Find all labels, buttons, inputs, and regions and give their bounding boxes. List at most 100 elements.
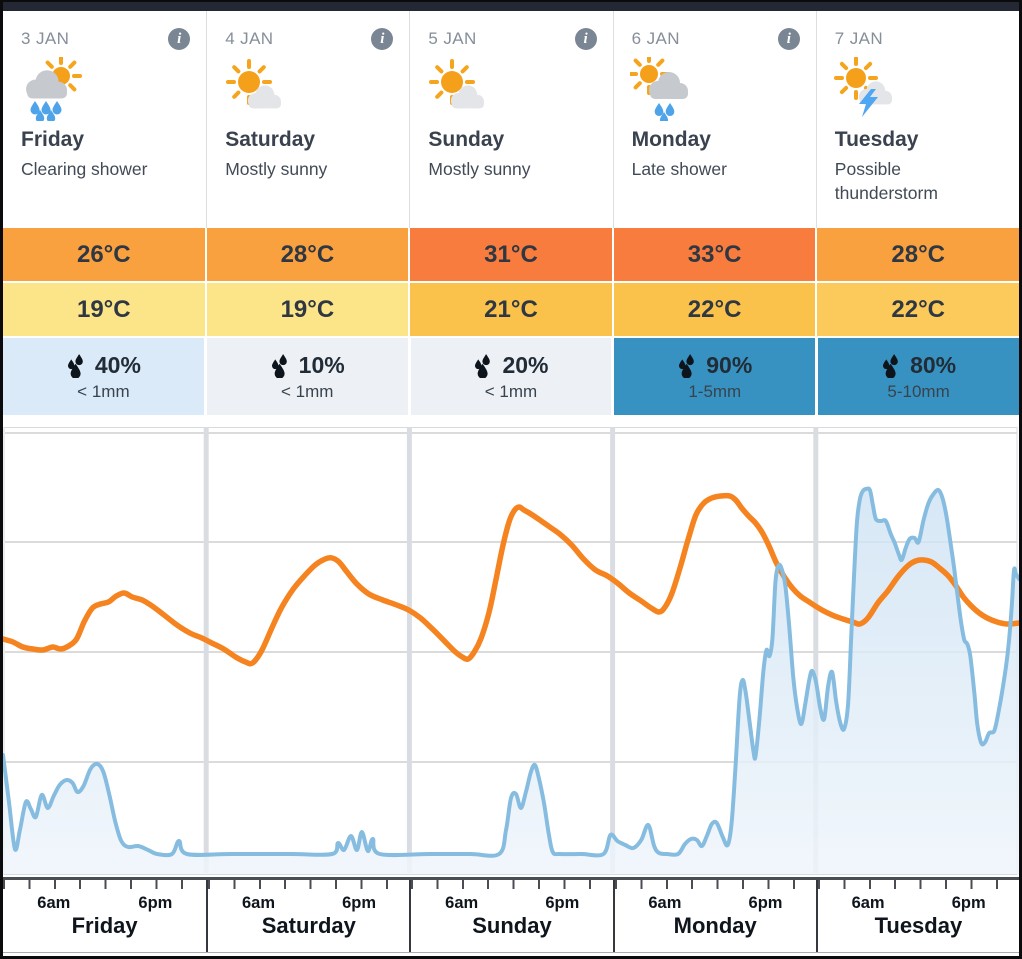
axis-day-monday: 6am 6pm Monday — [612, 880, 816, 952]
rain-cell: 20% < 1mm — [410, 338, 612, 415]
rain-chance: 90% — [706, 351, 753, 378]
low-temp-cell: 19°C — [3, 283, 205, 336]
rain-drops-icon — [881, 353, 902, 378]
rain-chance: 20% — [502, 351, 549, 378]
rain-probability-line — [3, 486, 1019, 858]
rain-amount: 5-10mm — [887, 381, 950, 401]
rain-drops-icon — [473, 353, 494, 378]
day-name: Friday — [21, 128, 85, 151]
axis-day-label: Saturday — [261, 913, 356, 938]
top-accent-bar — [3, 2, 1019, 11]
time-label-6pm: 6pm — [951, 894, 986, 912]
tick-marks — [817, 880, 1019, 889]
axis-day-saturday: 6am 6pm Saturday — [206, 880, 410, 952]
rain-drops-icon — [677, 353, 698, 378]
low-temp-cell: 19°C — [206, 283, 409, 336]
time-label-6pm: 6pm — [545, 894, 580, 912]
tick-marks — [614, 880, 816, 889]
temperature-line — [3, 492, 1019, 667]
axis-day-label: Friday — [71, 913, 138, 938]
day-name: Sunday — [428, 128, 505, 151]
rain-chance-row: 40% < 1mm 10% < 1mm 20% < 1mm 90% 1-5mm … — [3, 338, 1019, 415]
low-temp-row: 19°C 19°C 21°C 22°C 22°C — [3, 283, 1019, 336]
day-card-monday: 6 JAN i Monday Late shower — [612, 11, 816, 228]
time-label-6am: 6am — [851, 894, 885, 912]
rain-chance: 80% — [910, 351, 957, 378]
info-icon[interactable]: i — [168, 28, 191, 50]
axis-day-tuesday: 6am 6pm Tuesday — [815, 880, 1019, 952]
axis-day-label: Sunday — [472, 913, 552, 938]
day-card-saturday: 4 JAN i Saturday Mostly sunny — [206, 11, 409, 228]
rain-cell: 90% 1-5mm — [614, 338, 816, 415]
date-label: 4 JAN — [225, 29, 274, 48]
day-summary: Possible thunderstorm — [834, 159, 938, 203]
high-temp-cell: 26°C — [3, 228, 205, 281]
mostly-sunny-icon — [426, 57, 490, 121]
spacer — [3, 415, 1019, 427]
rain-amount: < 1mm — [484, 381, 538, 401]
time-label-6pm: 6pm — [138, 894, 173, 912]
rain-cell: 40% < 1mm — [3, 338, 204, 415]
info-icon[interactable]: i — [371, 28, 394, 50]
axis-day-label: Monday — [673, 913, 757, 938]
low-temp-cell: 21°C — [410, 283, 612, 336]
day-boundary — [813, 427, 819, 873]
rain-probability-area — [3, 488, 1019, 874]
axis-day-sunday: 6am 6pm Sunday — [409, 880, 613, 952]
tick-marks — [3, 880, 207, 889]
day-summary: Late shower — [631, 159, 727, 179]
tick-marks — [208, 880, 410, 889]
day-card-sunday: 5 JAN i Sunday Mostly sunny — [409, 11, 612, 228]
rain-amount: < 1mm — [77, 381, 130, 401]
day-header-row: 3 JAN i Friday Clearing shower 4 JAN i S… — [3, 11, 1019, 228]
rain-amount: 1-5mm — [688, 381, 742, 401]
high-temp-cell: 33°C — [613, 228, 816, 281]
day-name: Monday — [631, 128, 711, 151]
day-name: Saturday — [225, 128, 316, 151]
day-card-friday: 3 JAN i Friday Clearing shower — [3, 11, 206, 228]
day-boundary — [203, 427, 209, 873]
axis-day-label: Tuesday — [874, 913, 963, 938]
high-temp-cell: 31°C — [410, 228, 612, 281]
info-icon[interactable]: i — [777, 28, 800, 50]
time-label-6pm: 6pm — [342, 894, 377, 912]
rain-cell: 10% < 1mm — [206, 338, 408, 415]
day-card-tuesday: 7 JAN i Tuesday Possible thunderstorm — [815, 11, 1019, 228]
day-boundary — [610, 427, 616, 873]
rain-chance: 40% — [94, 351, 141, 378]
day-summary: Clearing shower — [21, 159, 148, 179]
axis-day-friday: 6am 6pm Friday — [3, 880, 207, 952]
thunderstorm-icon — [833, 57, 897, 121]
low-temp-cell: 22°C — [817, 283, 1019, 336]
low-temp-cell: 22°C — [613, 283, 816, 336]
time-label-6am: 6am — [445, 894, 479, 912]
info-icon[interactable]: i — [574, 28, 597, 50]
rain-amount: < 1mm — [280, 381, 334, 401]
day-summary: Mostly sunny — [225, 159, 328, 179]
rain-drops-icon — [66, 353, 87, 378]
tick-marks — [411, 880, 613, 889]
chart-canvas — [3, 427, 1019, 875]
late-shower-icon — [629, 57, 694, 121]
high-temp-cell: 28°C — [206, 228, 409, 281]
x-axis: 6am 6pm Friday 6am 6pm Saturday 6am 6pm … — [3, 877, 1019, 953]
mostly-sunny-icon — [223, 57, 287, 121]
high-temp-row: 26°C 28°C 31°C 33°C 28°C — [3, 228, 1019, 281]
date-label: 7 JAN — [834, 29, 884, 48]
day-summary: Mostly sunny — [428, 159, 531, 179]
day-boundary — [406, 427, 412, 873]
date-label: 6 JAN — [631, 29, 680, 48]
rain-drops-icon — [270, 353, 291, 378]
time-label-6am: 6am — [648, 894, 682, 912]
rain-shower-icon — [19, 57, 83, 121]
date-label: 5 JAN — [428, 29, 477, 48]
time-label-6pm: 6pm — [748, 894, 783, 912]
day-name: Tuesday — [834, 128, 919, 151]
date-label: 3 JAN — [21, 29, 70, 48]
rain-cell: 80% 5-10mm — [818, 338, 1019, 415]
time-label-6am: 6am — [37, 894, 71, 912]
rain-chance: 10% — [298, 351, 345, 378]
high-temp-cell: 28°C — [817, 228, 1019, 281]
temperature-rain-chart — [3, 427, 1019, 877]
